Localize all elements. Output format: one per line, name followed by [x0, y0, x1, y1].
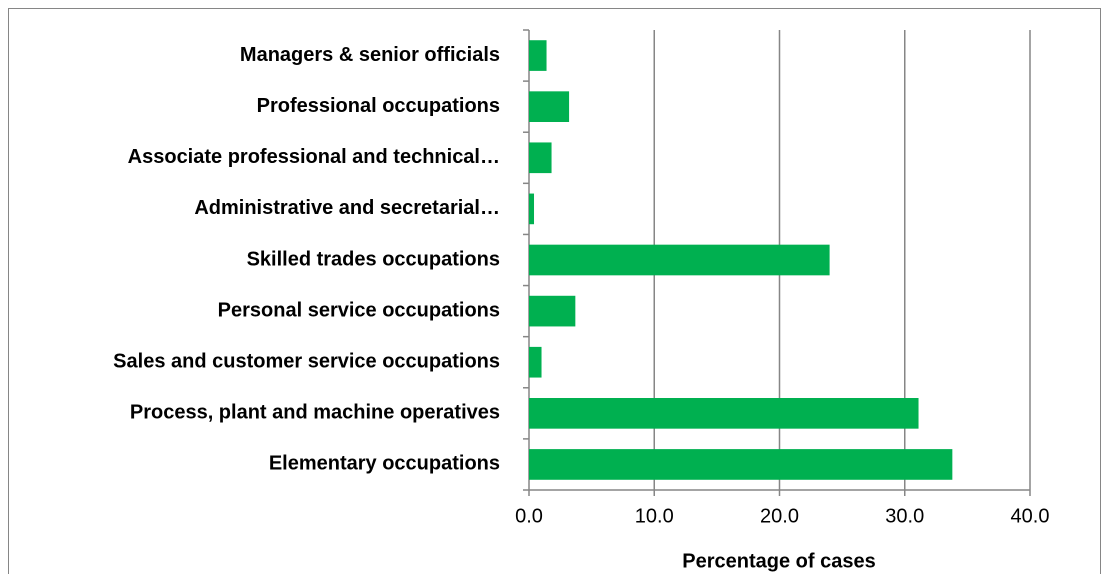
y-tick-label: Personal service occupations	[218, 299, 500, 321]
bar	[529, 295, 576, 327]
x-axis-title: Percentage of cases	[682, 550, 875, 572]
y-tick-label: Managers & senior officials	[240, 44, 500, 66]
y-tick-label: Professional occupations	[257, 95, 500, 117]
y-tick-label: Process, plant and machine operatives	[130, 402, 500, 424]
y-tick-label: Administrative and secretarial…	[194, 197, 500, 219]
bar	[529, 244, 830, 276]
x-tick-label: 40.0	[1011, 505, 1050, 527]
bar	[529, 346, 542, 378]
bar	[529, 142, 552, 174]
y-tick-label: Elementary occupations	[269, 453, 500, 475]
x-tick-label: 10.0	[635, 505, 674, 527]
bar	[529, 449, 953, 480]
bar	[529, 398, 919, 429]
y-tick-label: Skilled trades occupations	[247, 248, 500, 270]
x-tick-label: 30.0	[885, 505, 924, 527]
x-tick-label: 0.0	[515, 505, 543, 527]
bar	[529, 91, 570, 122]
bar	[529, 40, 547, 71]
bar	[529, 193, 535, 225]
y-tick-label: Sales and customer service occupations	[113, 351, 500, 373]
y-tick-label: Associate professional and technical…	[128, 146, 500, 168]
x-tick-label: 20.0	[760, 505, 799, 527]
